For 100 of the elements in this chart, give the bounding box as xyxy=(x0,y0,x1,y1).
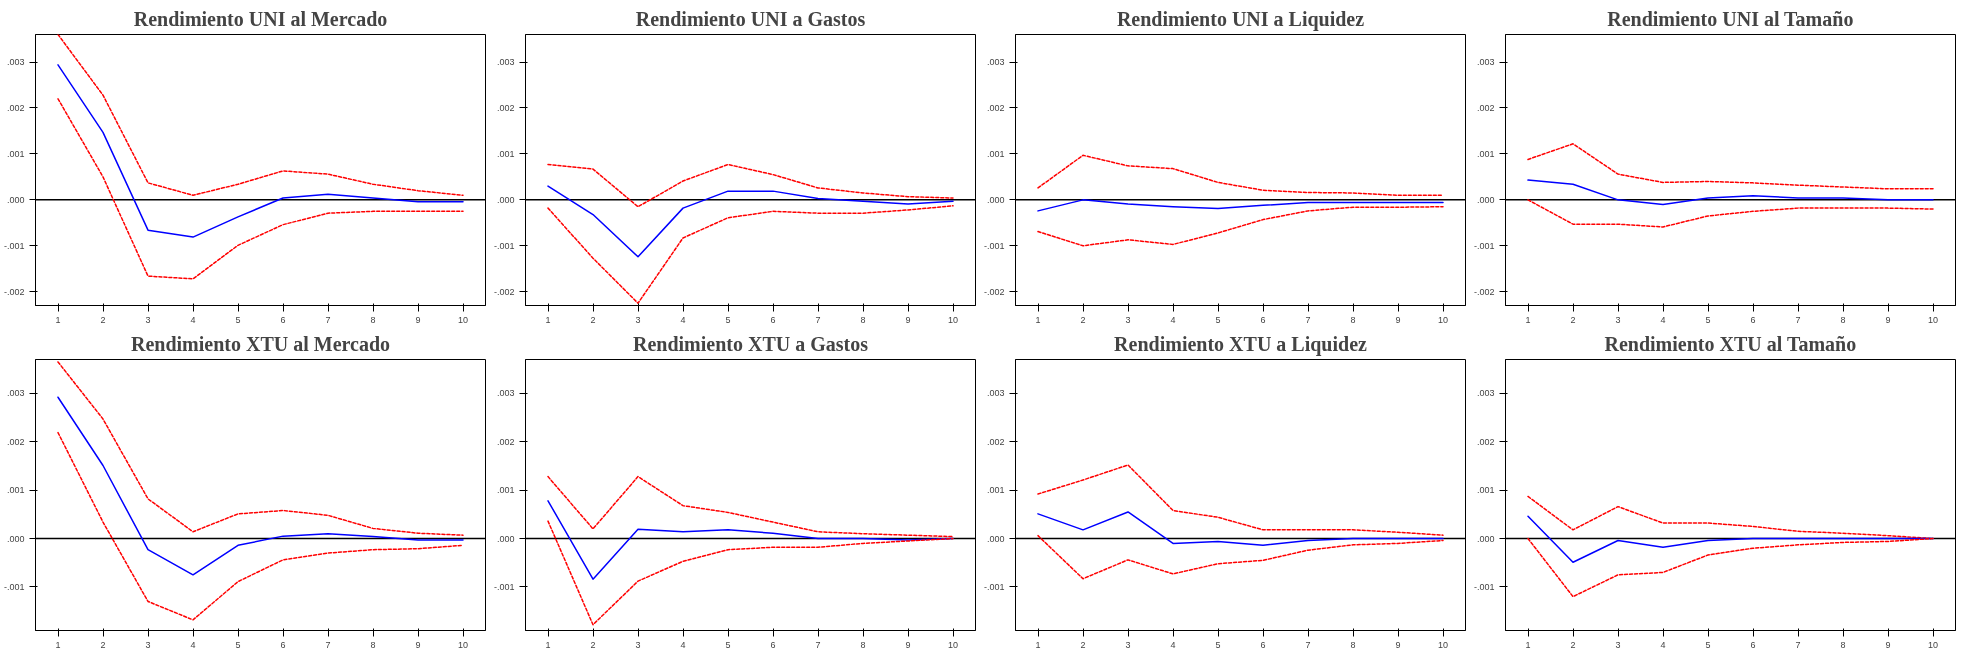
x-tick-label: 2 xyxy=(1080,314,1086,325)
y-tick-label: .001 xyxy=(6,148,25,159)
x-tick-label: 10 xyxy=(457,314,469,325)
y-tick-label: .002 xyxy=(496,102,515,113)
y-tick-label: .002 xyxy=(496,436,515,447)
x-tick-label: 7 xyxy=(325,639,331,650)
x-tick-label: 9 xyxy=(1395,314,1401,325)
x-tick-label: 5 xyxy=(235,639,241,650)
y-tick-label: .000 xyxy=(1476,194,1495,205)
x-tick-label: 10 xyxy=(1437,314,1449,325)
y-tick-label: -.001 xyxy=(3,240,25,251)
y-tick-label: .001 xyxy=(6,485,25,496)
x-tick-label: 3 xyxy=(635,639,641,650)
x-tick-label: 10 xyxy=(1927,314,1939,325)
x-tick-label: 1 xyxy=(1525,314,1531,325)
y-tick-label: -.002 xyxy=(1473,286,1495,297)
y-tick-label: -.001 xyxy=(3,581,25,592)
x-tick-label: 2 xyxy=(1080,639,1086,650)
x-tick-label: 3 xyxy=(1125,314,1131,325)
y-tick-label: .000 xyxy=(6,533,25,544)
x-tick-label: 5 xyxy=(1705,314,1711,325)
x-tick-label: 1 xyxy=(55,314,61,325)
y-tick-label: -.001 xyxy=(1473,240,1495,251)
x-tick-label: 4 xyxy=(190,314,196,325)
chart-title: Rendimiento XTU a Gastos xyxy=(633,332,869,355)
x-tick-label: 1 xyxy=(1035,639,1041,650)
y-tick-label: .002 xyxy=(6,102,25,113)
y-tick-label: .001 xyxy=(986,148,1005,159)
y-tick-label: .001 xyxy=(496,485,515,496)
y-tick-label: -.001 xyxy=(983,240,1005,251)
y-tick-label: .001 xyxy=(1476,485,1495,496)
x-tick-label: 9 xyxy=(1885,639,1891,650)
y-tick-label: .002 xyxy=(6,436,25,447)
x-tick-label: 8 xyxy=(1350,314,1356,325)
x-tick-label: 9 xyxy=(905,314,911,325)
x-tick-label: 6 xyxy=(770,639,776,650)
x-tick-label: 8 xyxy=(1840,314,1846,325)
y-tick-label: .002 xyxy=(1476,436,1495,447)
x-tick-label: 8 xyxy=(370,314,376,325)
x-tick-label: 2 xyxy=(100,314,106,325)
y-tick-label: .003 xyxy=(986,388,1005,399)
x-tick-label: 4 xyxy=(680,314,686,325)
y-tick-label: -.001 xyxy=(493,240,515,251)
y-tick-label: .000 xyxy=(6,194,25,205)
x-tick-label: 3 xyxy=(1615,314,1621,325)
x-tick-label: 9 xyxy=(415,314,421,325)
x-tick-label: 4 xyxy=(1170,639,1176,650)
y-tick-label: .003 xyxy=(6,388,25,399)
x-tick-label: 5 xyxy=(1215,314,1221,325)
x-tick-label: 10 xyxy=(947,314,959,325)
chart-title: Rendimiento XTU al Tamaño xyxy=(1604,332,1857,355)
y-tick-label: .001 xyxy=(1476,148,1495,159)
x-tick-label: 2 xyxy=(1570,314,1576,325)
x-tick-label: 4 xyxy=(1660,314,1666,325)
x-tick-label: 6 xyxy=(280,314,286,325)
y-tick-label: .000 xyxy=(1476,533,1495,544)
x-tick-label: 2 xyxy=(590,639,596,650)
y-tick-label: .003 xyxy=(986,57,1005,68)
y-tick-label: .002 xyxy=(986,436,1005,447)
x-tick-label: 5 xyxy=(235,314,241,325)
x-tick-label: 10 xyxy=(1437,639,1449,650)
x-tick-label: 1 xyxy=(545,639,551,650)
x-tick-label: 3 xyxy=(1125,639,1131,650)
x-tick-label: 3 xyxy=(145,639,151,650)
x-tick-label: 2 xyxy=(1570,639,1576,650)
x-tick-label: 8 xyxy=(860,314,866,325)
x-tick-label: 8 xyxy=(1350,639,1356,650)
x-tick-label: 8 xyxy=(1840,639,1846,650)
y-tick-label: .001 xyxy=(496,148,515,159)
chart-title: Rendimiento UNI a Liquidez xyxy=(1116,7,1365,31)
x-tick-label: 6 xyxy=(1260,314,1266,325)
chart-title: Rendimiento UNI al Mercado xyxy=(133,7,388,30)
x-tick-label: 6 xyxy=(1260,639,1266,650)
x-tick-label: 7 xyxy=(1795,314,1801,325)
x-tick-label: 1 xyxy=(545,314,551,325)
y-tick-label: .003 xyxy=(1476,57,1495,68)
x-tick-label: 3 xyxy=(635,314,641,325)
y-tick-label: -.001 xyxy=(493,581,515,592)
x-tick-label: 9 xyxy=(1395,639,1401,650)
x-tick-label: 7 xyxy=(1795,639,1801,650)
x-tick-label: 5 xyxy=(725,639,731,650)
x-tick-label: 1 xyxy=(55,639,61,650)
x-tick-label: 9 xyxy=(905,639,911,650)
x-tick-label: 10 xyxy=(457,639,469,650)
x-tick-label: 7 xyxy=(1305,639,1311,650)
x-tick-label: 2 xyxy=(100,639,106,650)
x-tick-label: 3 xyxy=(145,314,151,325)
x-tick-label: 6 xyxy=(770,314,776,325)
chart-title: Rendimiento UNI a Gastos xyxy=(635,7,866,30)
y-tick-label: -.001 xyxy=(983,581,1005,592)
x-tick-label: 10 xyxy=(947,639,959,650)
x-tick-label: 4 xyxy=(1660,639,1666,650)
x-tick-label: 2 xyxy=(590,314,596,325)
x-tick-label: 4 xyxy=(680,639,686,650)
y-tick-label: .002 xyxy=(986,102,1005,113)
x-tick-label: 7 xyxy=(815,314,821,325)
x-tick-label: 7 xyxy=(815,639,821,650)
x-tick-label: 7 xyxy=(1305,314,1311,325)
x-tick-label: 5 xyxy=(1215,639,1221,650)
x-tick-label: 8 xyxy=(860,639,866,650)
